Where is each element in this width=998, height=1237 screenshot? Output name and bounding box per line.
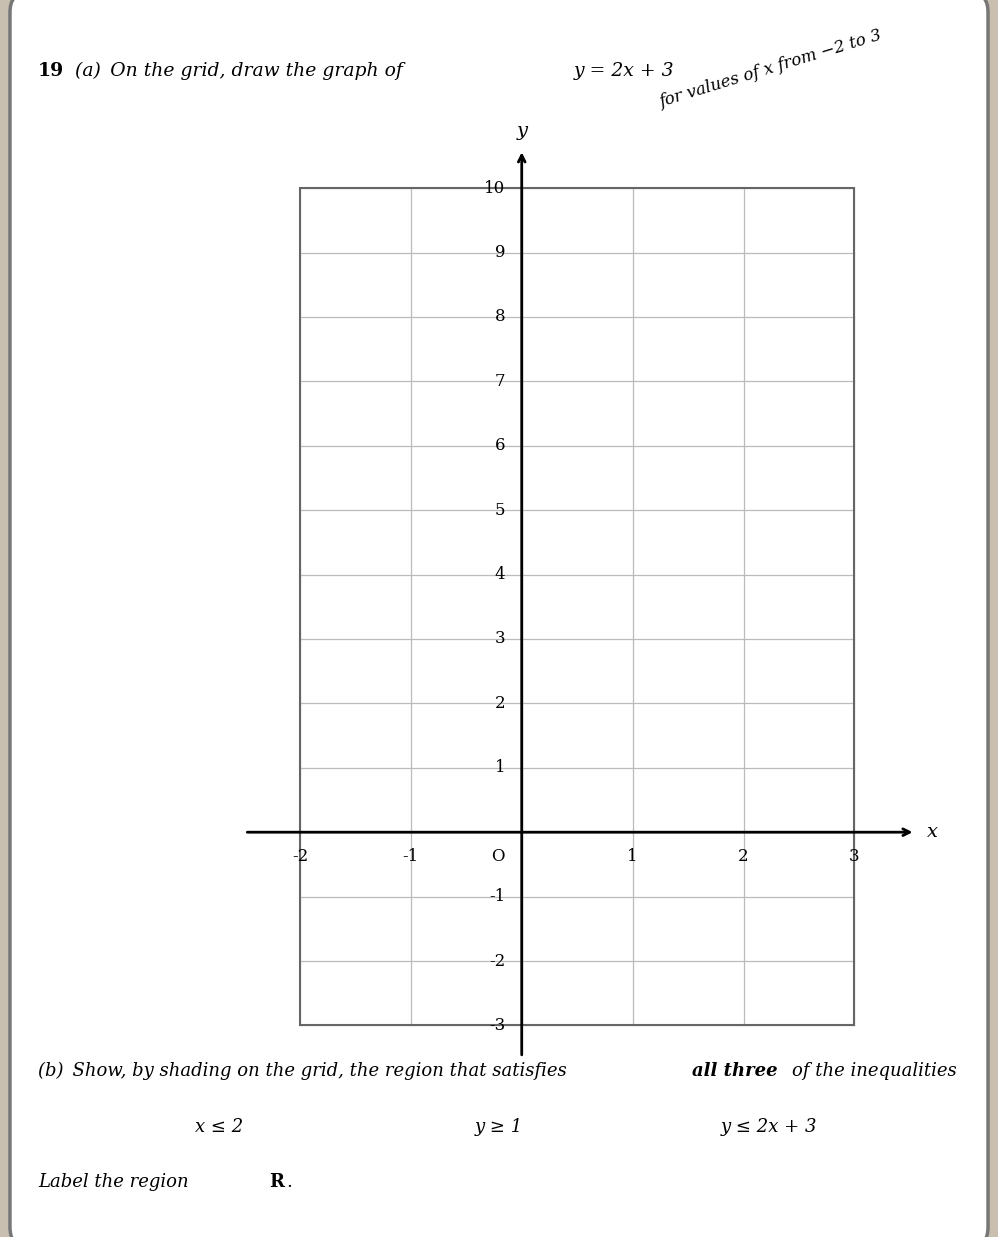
Text: x ≤ 2: x ≤ 2 <box>196 1117 244 1136</box>
Text: -1: -1 <box>403 849 419 866</box>
Text: -1: -1 <box>489 888 505 905</box>
Text: (a) On the grid, draw the graph of: (a) On the grid, draw the graph of <box>75 62 403 80</box>
Text: x: x <box>926 823 937 841</box>
Text: of the inequalities: of the inequalities <box>783 1061 957 1080</box>
Text: y: y <box>516 121 527 140</box>
Text: 19: 19 <box>38 62 64 80</box>
Text: 9: 9 <box>495 244 505 261</box>
Text: R: R <box>269 1173 284 1191</box>
Text: (b) Show, by shading on the grid, the region that satisfies: (b) Show, by shading on the grid, the re… <box>38 1061 576 1080</box>
Text: y = 2x + 3: y = 2x + 3 <box>574 62 675 80</box>
Text: 8: 8 <box>494 308 505 325</box>
Text: 6: 6 <box>495 437 505 454</box>
Text: all three: all three <box>692 1061 777 1080</box>
Text: 7: 7 <box>494 372 505 390</box>
Text: .: . <box>286 1173 292 1191</box>
Text: 5: 5 <box>495 502 505 518</box>
Text: -2: -2 <box>291 849 308 866</box>
Text: y ≥ 1: y ≥ 1 <box>475 1117 523 1136</box>
Text: y ≤ 2x + 3: y ≤ 2x + 3 <box>721 1117 816 1136</box>
Text: Label the region: Label the region <box>38 1173 198 1191</box>
Text: 1: 1 <box>494 760 505 777</box>
Text: 1: 1 <box>628 849 638 866</box>
Text: for values of x from −2 to 3: for values of x from −2 to 3 <box>657 27 883 111</box>
Text: 3: 3 <box>849 849 859 866</box>
Text: -2: -2 <box>489 952 505 970</box>
Text: 4: 4 <box>494 567 505 583</box>
Text: 3: 3 <box>494 631 505 647</box>
Text: 10: 10 <box>484 179 505 197</box>
Text: O: O <box>492 849 505 866</box>
Bar <box>300 188 854 1025</box>
FancyBboxPatch shape <box>10 0 988 1237</box>
Text: -3: -3 <box>489 1017 505 1034</box>
Text: 2: 2 <box>739 849 748 866</box>
Text: 2: 2 <box>494 695 505 711</box>
